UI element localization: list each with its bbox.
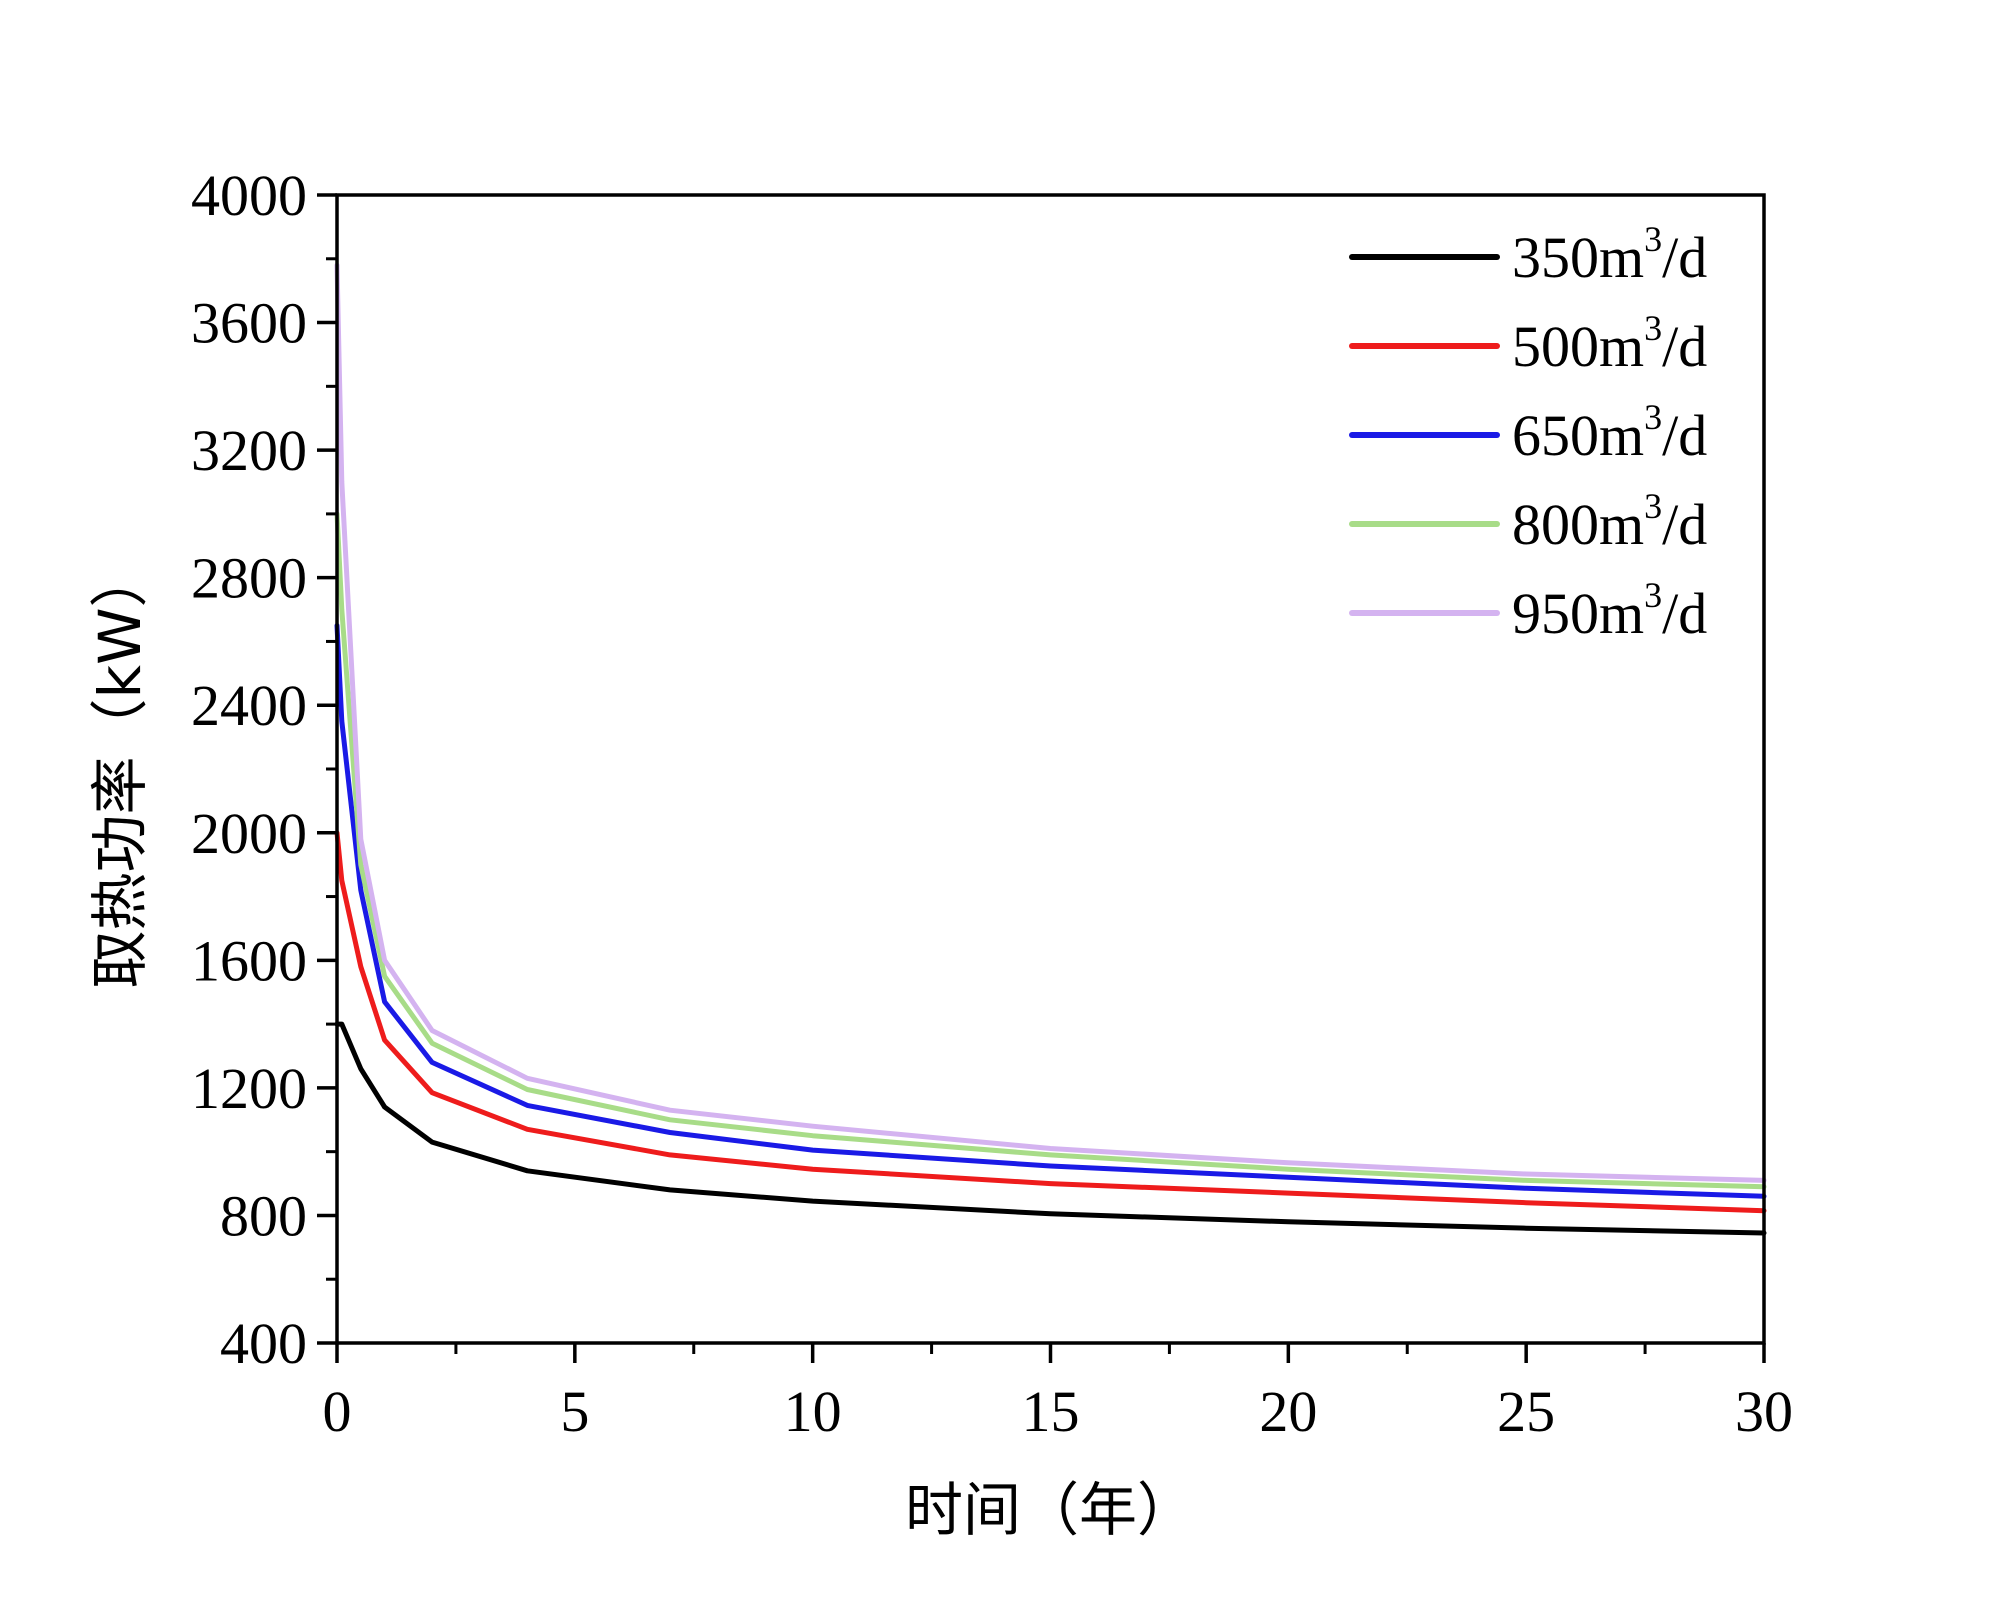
x-tick-label: 10: [784, 1379, 842, 1444]
legend-label: 800m3/d: [1512, 486, 1707, 557]
y-tick-label: 2000: [191, 801, 307, 866]
series-line-650: [334, 623, 1767, 1199]
y-tick-label: 2800: [191, 546, 307, 611]
legend-label: 950m3/d: [1512, 575, 1707, 646]
y-tick-label: 3600: [191, 291, 307, 356]
legend-label-base: 950m: [1512, 581, 1644, 646]
series-line-350: [334, 1021, 1767, 1236]
y-axis: 400 800 1200 1600 2000 2400 2800 3200 3600 4000: [191, 163, 337, 1376]
x-tick-label: 5: [560, 1379, 589, 1444]
legend-label: 500m3/d: [1512, 308, 1707, 379]
legend-label-base: 800m: [1512, 492, 1644, 557]
y-tick-label: 2400: [191, 673, 307, 738]
x-tick-label: 30: [1735, 1379, 1793, 1444]
y-tick-label: 1600: [191, 928, 307, 993]
x-tick-label: 15: [1022, 1379, 1080, 1444]
y-axis-title: 取热功率（kW）: [86, 550, 154, 989]
legend-label-sup: 3: [1644, 575, 1662, 615]
legend-label-tail: /d: [1662, 403, 1707, 468]
legend-label-sup: 3: [1644, 486, 1662, 526]
x-tick-label: 25: [1497, 1379, 1555, 1444]
series-line-500: [334, 830, 1767, 1214]
legend-label: 650m3/d: [1512, 397, 1707, 468]
y-tick-label: 800: [220, 1183, 307, 1248]
x-tick-label: 0: [323, 1379, 352, 1444]
legend-label-base: 500m: [1512, 314, 1644, 379]
legend-label-base: 650m: [1512, 403, 1644, 468]
y-tick-label: 3200: [191, 418, 307, 483]
legend-label-tail: /d: [1662, 225, 1707, 290]
y-tick-label: 400: [220, 1311, 307, 1376]
legend-label-sup: 3: [1644, 308, 1662, 348]
y-tick-label: 4000: [191, 163, 307, 228]
legend-label: 350m3/d: [1512, 219, 1707, 290]
legend-label-tail: /d: [1662, 314, 1707, 379]
series-line-950: [334, 262, 1767, 1183]
legend-label-tail: /d: [1662, 581, 1707, 646]
legend-label-base: 350m: [1512, 225, 1644, 290]
y-tick-label: 1200: [191, 1056, 307, 1121]
x-axis: 0 5 10 15 20 25 30: [323, 1343, 1793, 1444]
x-axis-title: 时间（年）: [905, 1476, 1195, 1544]
x-tick-label: 20: [1259, 1379, 1317, 1444]
legend-label-sup: 3: [1644, 219, 1662, 259]
legend-label-tail: /d: [1662, 492, 1707, 557]
plot-lines: [334, 262, 1767, 1236]
legend-label-sup: 3: [1644, 397, 1662, 437]
